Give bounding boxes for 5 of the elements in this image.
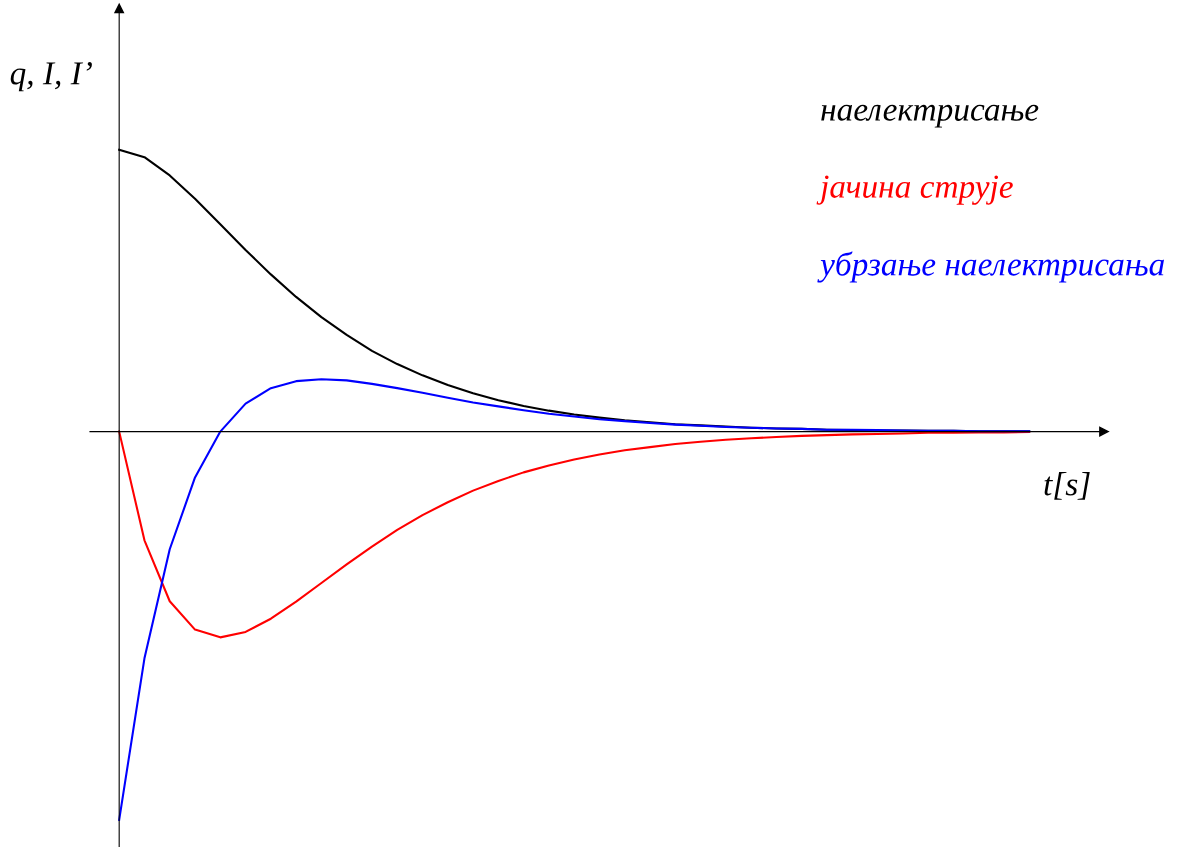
text: јачина струје <box>816 175 1013 205</box>
y-axis-title: q, I, I’ <box>10 62 92 92</box>
text: наелектрисање <box>821 104 1039 128</box>
text: убрзање наелектрисања <box>817 251 1164 283</box>
x-axis-title: t[s] <box>1044 472 1090 500</box>
